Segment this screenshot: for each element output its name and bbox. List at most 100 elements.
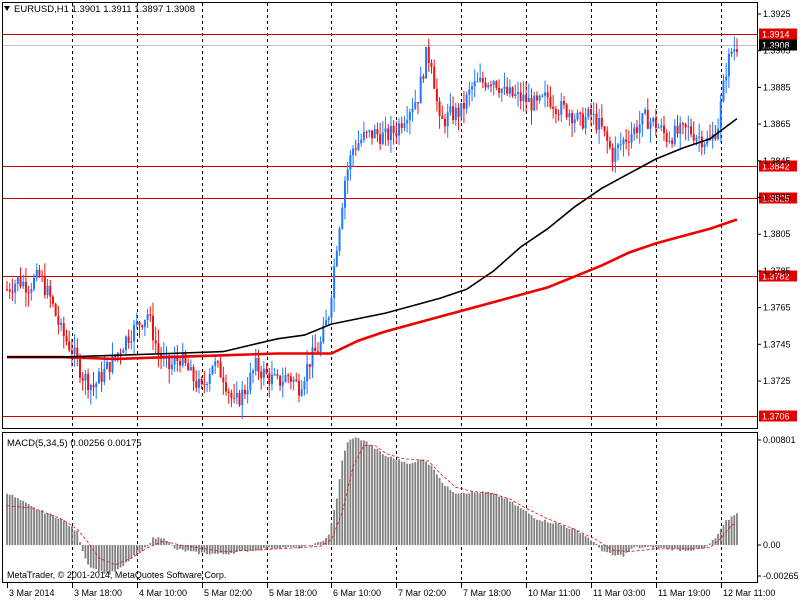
macd-bar	[568, 528, 571, 545]
macd-bar	[165, 540, 168, 545]
candle-body	[333, 266, 336, 298]
candle-body	[649, 121, 652, 129]
macd-bar	[289, 545, 292, 547]
candle-body	[292, 379, 295, 382]
macd-bar	[135, 545, 138, 556]
level-tag	[759, 270, 797, 282]
macd-bar	[406, 463, 409, 545]
macd-bar	[641, 545, 644, 548]
macd-bar	[35, 510, 38, 545]
candle-body	[573, 119, 576, 124]
macd-bar	[68, 526, 71, 545]
candle-body	[268, 373, 271, 384]
macd-bar	[81, 545, 84, 551]
candle-body	[76, 347, 79, 359]
candle-body	[422, 76, 425, 79]
macd-bar	[341, 460, 344, 545]
candle-body	[92, 384, 95, 388]
candle-body	[195, 381, 198, 388]
candle-body	[335, 250, 338, 267]
candle-body	[357, 143, 360, 150]
candle-body	[325, 320, 328, 326]
macd-bar	[338, 479, 341, 545]
candle-body	[438, 101, 441, 116]
macd-bar	[281, 545, 284, 548]
candle-body	[108, 362, 111, 373]
candle-body	[603, 126, 606, 132]
macd-bar	[303, 545, 306, 547]
candle-body	[14, 284, 17, 293]
macd-bar	[573, 528, 576, 545]
macd-bar	[498, 496, 500, 545]
candle-body	[122, 350, 125, 353]
candle-body	[203, 384, 206, 386]
macd-bar	[330, 523, 333, 545]
macd-tick-label: 0.00801	[763, 435, 796, 445]
macd-bar	[11, 494, 14, 545]
candle-body	[454, 107, 457, 120]
macd-bar	[114, 545, 117, 572]
macd-bar	[525, 511, 528, 545]
level-label: 1.3782	[762, 272, 790, 282]
macd-bar	[479, 493, 482, 545]
macd-bar	[649, 545, 652, 547]
price-tick-label: 1.3845	[763, 156, 791, 166]
macd-bar	[311, 545, 314, 547]
macd-bar	[379, 451, 382, 545]
candle-body	[444, 118, 446, 127]
candle-body	[73, 347, 76, 355]
macd-bar	[617, 545, 619, 555]
macd-bar	[625, 545, 628, 553]
candle-body	[557, 113, 560, 115]
macd-bar	[276, 545, 279, 549]
macd-bar	[16, 498, 19, 545]
macd-bar	[549, 523, 552, 545]
candle-body	[427, 47, 430, 64]
candle-body	[468, 89, 471, 95]
candle-body	[654, 118, 657, 128]
candle-body	[276, 374, 279, 376]
macd-signal-line	[6, 444, 738, 566]
macd-bar	[8, 494, 11, 545]
candle-body	[692, 134, 695, 141]
macd-bar	[308, 545, 311, 546]
macd-bar	[65, 522, 68, 545]
candle-body	[471, 86, 474, 90]
candle-body	[43, 276, 46, 296]
macd-bar	[133, 545, 135, 556]
dropdown-arrow-icon[interactable]	[4, 6, 10, 11]
macd-bar	[22, 500, 25, 545]
candle-body	[24, 281, 27, 293]
macd-bar	[62, 520, 65, 545]
candle-body	[227, 391, 230, 394]
macd-bar	[519, 508, 522, 545]
candle-body	[170, 364, 173, 370]
candle-body	[633, 127, 636, 135]
macd-bar	[668, 545, 671, 549]
level-label: 1.3825	[762, 194, 790, 204]
macd-bar	[70, 526, 73, 545]
candle-body	[346, 169, 349, 181]
candle-body	[238, 393, 241, 406]
candle-body	[462, 102, 465, 109]
candle-body	[100, 371, 103, 382]
macd-bar	[371, 444, 373, 545]
candle-body	[408, 112, 411, 121]
macd-bar	[565, 527, 568, 545]
candle-body	[379, 134, 382, 144]
candle-body	[676, 125, 679, 134]
candle-body	[665, 132, 668, 142]
candle-body	[181, 352, 184, 366]
macd-bar	[141, 545, 144, 552]
macd-bar	[603, 545, 606, 552]
macd-bar	[506, 498, 509, 545]
macd-bar	[706, 545, 709, 546]
macd-bar	[398, 459, 400, 545]
candle-body	[354, 148, 357, 150]
macd-bar	[87, 545, 90, 565]
candle-body	[419, 76, 422, 104]
level-label: 1.3842	[762, 162, 790, 172]
candle-body	[584, 117, 587, 129]
time-tick-label: 11 Mar 19:00	[658, 588, 710, 598]
